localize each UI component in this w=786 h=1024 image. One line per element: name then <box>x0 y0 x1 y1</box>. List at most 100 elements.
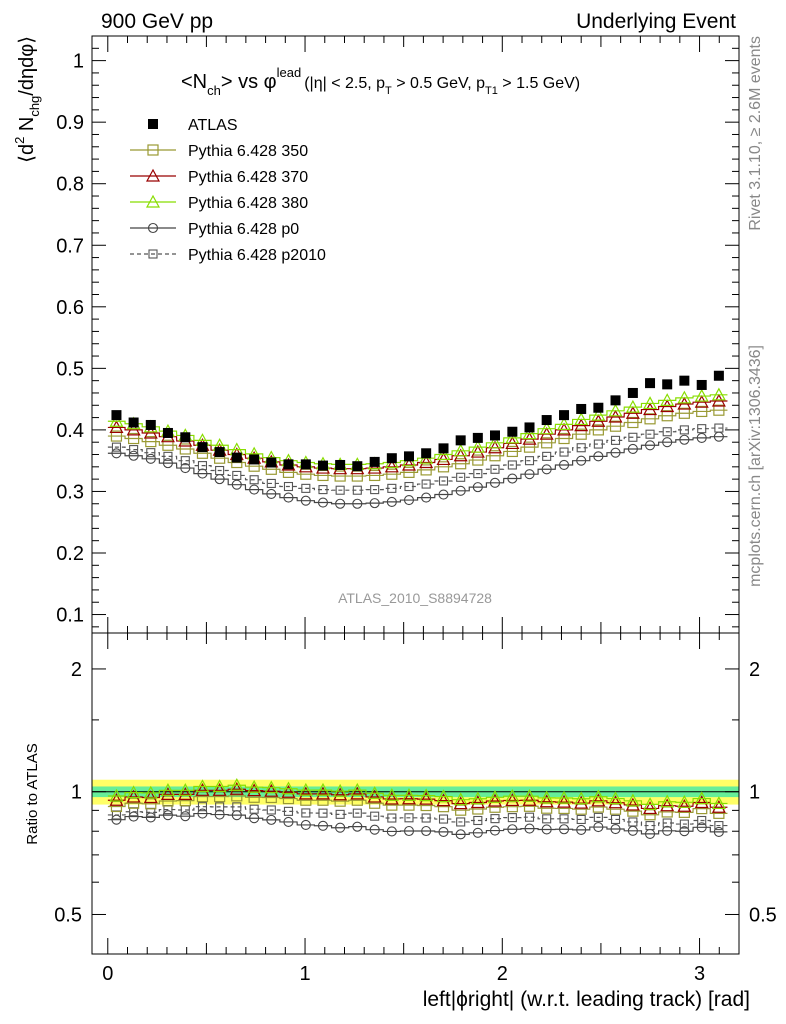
pythia-6-428-370-point <box>643 402 658 416</box>
pythia-6-428-370-point <box>453 796 468 810</box>
pythia-6-428-380-point <box>126 785 141 799</box>
atlas-point <box>593 402 604 413</box>
pythia-6-428-380-point <box>711 387 726 401</box>
pythia-6-428-370-point <box>350 786 365 800</box>
pythia-6-428-380-point <box>505 788 520 802</box>
pythia-6-428-p0-point <box>421 825 432 837</box>
atlas-point <box>369 456 380 467</box>
title-lead: <N <box>181 71 207 93</box>
title-cuts-sub-b: T1 <box>485 85 498 97</box>
pythia-6-428-p0-point <box>679 826 690 837</box>
pythia-6-428-350-point <box>506 445 518 458</box>
ratio-y-tick-label: 1 <box>71 782 82 804</box>
pythia-6-428-350-point <box>558 432 570 445</box>
pythia-6-428-350-histogram-line <box>107 795 728 816</box>
atlas-point <box>352 461 363 472</box>
pythia-6-428-370-point <box>247 783 262 797</box>
pythia-6-428-p0-point <box>231 479 242 490</box>
pythia-6-428-p2010-point <box>421 479 431 489</box>
pythia-6-428-p2010-point <box>610 814 621 825</box>
pythia-6-428-370-histogram-line <box>107 400 728 470</box>
title-lead-sub: ch <box>207 83 221 98</box>
pythia-6-428-p2010-point <box>421 813 431 823</box>
pythia-6-428-p2010-point <box>628 817 638 827</box>
mcplots-label: mcplots.cern.ch [arXiv:1306.3436] <box>747 345 764 587</box>
pythia-6-428-p0-point <box>576 455 587 466</box>
pythia-6-428-p0-point <box>610 823 621 835</box>
atlas-point <box>403 451 414 462</box>
pythia-6-428-p2010-point <box>697 815 707 826</box>
x-tick-label: 3 <box>694 963 705 985</box>
pythia-6-428-p0-point <box>352 821 363 832</box>
pythia-6-428-380-point <box>281 781 296 795</box>
pythia-6-428-p0-point <box>541 824 552 835</box>
legend-label-pythia-6-428-p0: Pythia 6.428 p0 <box>188 221 299 238</box>
pythia-6-428-380-point <box>625 399 640 413</box>
pythia-6-428-350-point <box>403 466 415 478</box>
pythia-6-428-370-point <box>522 792 537 806</box>
pythia-6-428-350-point <box>575 428 587 440</box>
pythia-6-428-p2010-point <box>559 447 569 457</box>
pythia-6-428-p2010-point <box>438 814 449 824</box>
main-y-tick-label: 0.6 <box>56 297 84 319</box>
legend-entry-pythia-6-428-p2010: Pythia 6.428 p2010 <box>130 247 326 264</box>
pythia-6-428-370-point <box>401 457 417 471</box>
legend-entry-pythia-6-428-380: Pythia 6.428 380 <box>130 194 308 212</box>
pythia-6-428-p2010-point <box>610 435 621 445</box>
pythia-6-428-370-point <box>436 793 451 807</box>
pythia-6-428-p2010-point <box>404 481 414 492</box>
pythia-6-428-350-point <box>162 795 174 807</box>
legend-marker-pythia-6-428-380 <box>145 194 161 208</box>
x-tick-label: 0 <box>102 963 113 985</box>
pythia-6-428-p0-point <box>696 822 707 833</box>
pythia-6-428-p0-point <box>386 826 397 837</box>
pythia-6-428-370-point <box>109 420 124 434</box>
atlas-point <box>713 370 724 381</box>
pythia-6-428-p0-point <box>403 825 415 837</box>
pythia-6-428-p0-point <box>524 823 535 834</box>
pythia-6-428-p0-point <box>180 463 191 474</box>
plot-title: <Nch> vs φlead(|η| < 2.5, pT > 0.5 GeV, … <box>181 65 580 98</box>
atlas-point <box>662 379 673 390</box>
pythia-6-428-p2010-point <box>645 429 655 439</box>
atlas-point <box>507 426 518 437</box>
pythia-6-428-p2010-point <box>249 804 259 814</box>
pythia-6-428-p2010-point <box>180 456 190 466</box>
pythia-6-428-p2010-point <box>370 485 380 495</box>
pythia-6-428-380-point <box>625 793 640 807</box>
pythia-6-428-370-point <box>126 422 141 436</box>
pythia-6-428-p2010-point <box>456 817 466 827</box>
pythia-6-428-p2010-point <box>335 485 345 495</box>
atlas-point <box>679 375 690 386</box>
atlas-point <box>300 459 311 470</box>
pythia-6-428-p2010-point <box>679 425 689 435</box>
pythia-6-428-p0-point <box>162 810 173 821</box>
main-y-tick-label: 1 <box>73 51 84 73</box>
title-mid-sup: lead <box>277 65 302 80</box>
main-y-tick-label: 0.9 <box>56 112 84 134</box>
main-y-tick-label: 0.7 <box>56 235 84 257</box>
pythia-6-428-350-point <box>437 461 450 473</box>
rivet-label: Rivet 3.1.10, ≥ 2.6M events <box>747 36 764 231</box>
pythia-6-428-370-point <box>557 794 572 808</box>
pythia-6-428-p0-point <box>558 459 570 471</box>
series-atlas <box>111 370 724 472</box>
atlas-point <box>162 427 173 438</box>
atlas-point <box>266 457 277 468</box>
pythia-6-428-380-point <box>557 417 572 430</box>
pythia-6-428-380-point <box>574 791 589 805</box>
legend-label-pythia-6-428-380: Pythia 6.428 380 <box>188 195 308 212</box>
pythia-6-428-380-point <box>522 788 537 802</box>
pythia-6-428-p2010-point <box>697 424 707 434</box>
pythia-6-428-350-point <box>145 435 157 448</box>
pythia-6-428-p0-point <box>438 826 449 837</box>
pythia-6-428-p0-point <box>438 489 449 500</box>
atlas-point <box>128 417 139 428</box>
pythia-6-428-350-point <box>609 420 622 432</box>
atlas-point <box>283 459 294 470</box>
pythia-6-428-380-point <box>453 443 468 457</box>
pythia-6-428-p2010-point <box>129 445 139 455</box>
pythia-6-428-p0-point <box>111 448 122 459</box>
pythia-6-428-380-point <box>591 407 606 421</box>
pythia-6-428-p0-point <box>335 822 346 833</box>
